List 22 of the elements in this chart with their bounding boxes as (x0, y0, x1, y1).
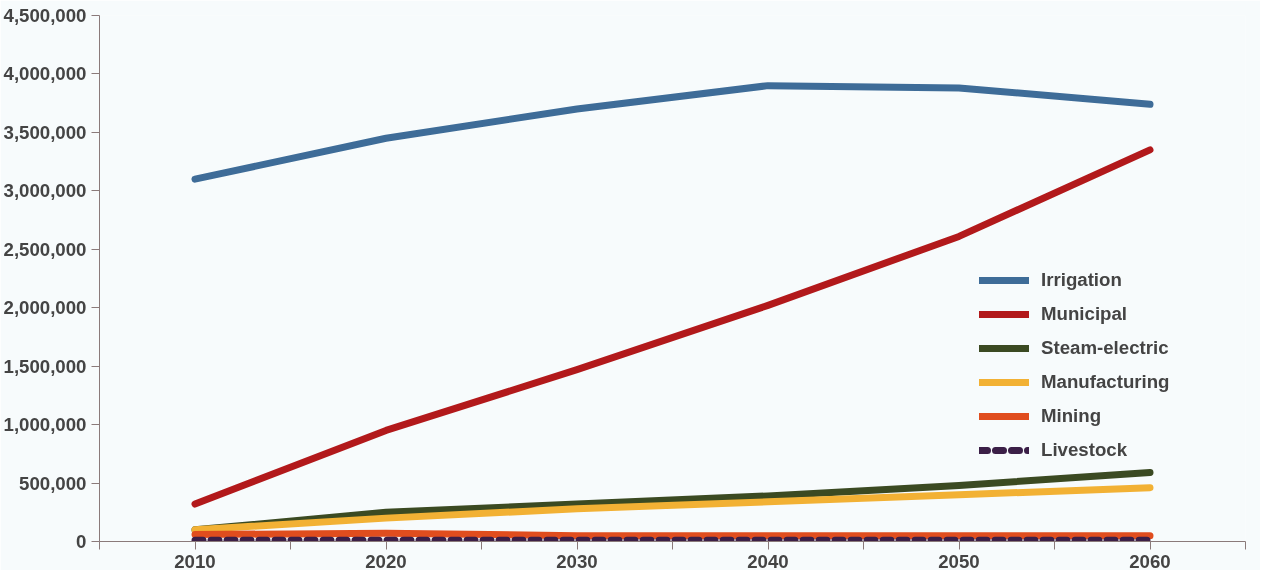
x-tick-label: 2050 (938, 550, 980, 572)
x-tick-label: 2040 (747, 550, 789, 572)
legend-label: Mining (1041, 405, 1102, 427)
y-tick-label: 2,000,000 (3, 297, 87, 319)
x-tick-label: 2030 (556, 550, 598, 572)
legend-label: Irrigation (1041, 269, 1122, 291)
y-tick-label: 500,000 (19, 472, 87, 494)
x-tick-label: 2010 (174, 550, 216, 572)
y-tick-label: 2,500,000 (3, 238, 87, 260)
legend-label: Municipal (1041, 303, 1128, 325)
y-tick-label: 0 (76, 531, 87, 552)
y-tick-label: 4,000,000 (3, 63, 87, 85)
y-tick-label: 1,000,000 (3, 414, 87, 436)
y-tick-label: 3,000,000 (3, 180, 87, 202)
x-tick-label: 2060 (1129, 550, 1171, 572)
x-tick-label: 2020 (365, 550, 407, 572)
legend-label: Livestock (1041, 439, 1128, 461)
y-tick-label: 4,500,000 (3, 5, 87, 26)
y-tick-label: 1,500,000 (3, 355, 87, 377)
legend-label: Manufacturing (1041, 371, 1170, 393)
y-tick-label: 3,500,000 (3, 121, 87, 143)
legend-label: Steam-electric (1041, 337, 1169, 359)
